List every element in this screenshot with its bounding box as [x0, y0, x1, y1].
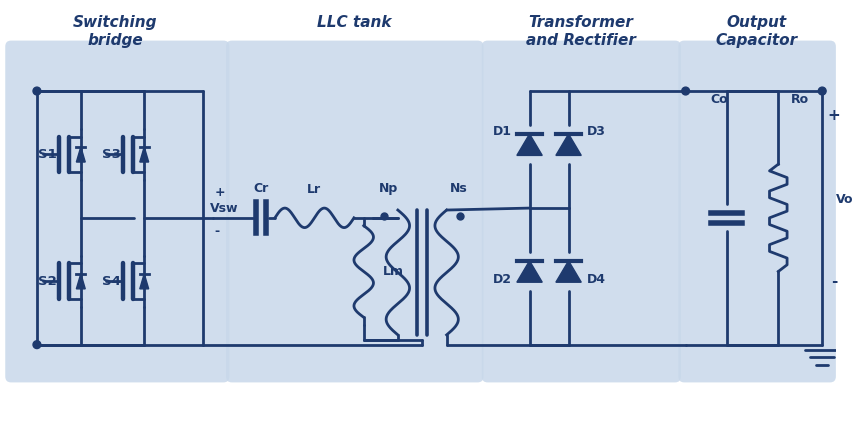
- Text: Switching
bridge: Switching bridge: [73, 16, 157, 48]
- Circle shape: [817, 87, 825, 95]
- Text: Ns: Ns: [449, 182, 467, 195]
- Polygon shape: [516, 261, 542, 282]
- FancyBboxPatch shape: [5, 41, 229, 382]
- FancyBboxPatch shape: [677, 41, 835, 382]
- Polygon shape: [516, 134, 542, 155]
- Text: Ro: Ro: [790, 93, 808, 106]
- Circle shape: [33, 341, 41, 349]
- Text: Transformer
and Rectifier: Transformer and Rectifier: [525, 16, 635, 48]
- Circle shape: [681, 87, 688, 95]
- Text: S1: S1: [38, 148, 57, 161]
- FancyBboxPatch shape: [226, 41, 483, 382]
- Text: +: +: [214, 187, 225, 199]
- Polygon shape: [140, 274, 148, 289]
- Polygon shape: [140, 147, 148, 162]
- Text: Co: Co: [709, 93, 727, 106]
- Text: +: +: [827, 108, 839, 123]
- Text: -: -: [214, 225, 219, 239]
- Polygon shape: [76, 147, 85, 162]
- Text: S4: S4: [102, 275, 120, 288]
- Text: Cr: Cr: [253, 181, 269, 195]
- Text: D4: D4: [586, 273, 605, 286]
- Circle shape: [33, 87, 41, 95]
- Polygon shape: [555, 261, 581, 282]
- Polygon shape: [555, 134, 581, 155]
- Text: D3: D3: [586, 125, 605, 138]
- Text: S2: S2: [38, 275, 57, 288]
- Text: Np: Np: [378, 182, 397, 195]
- Text: S3: S3: [102, 148, 120, 161]
- Text: Vsw: Vsw: [209, 202, 238, 215]
- Text: LLC tank: LLC tank: [316, 16, 392, 30]
- Text: D2: D2: [492, 273, 511, 286]
- FancyBboxPatch shape: [481, 41, 680, 382]
- Text: Output
Capacitor: Output Capacitor: [715, 16, 797, 48]
- Text: Vo: Vo: [835, 193, 852, 206]
- Text: -: -: [830, 274, 836, 289]
- Text: D1: D1: [492, 125, 511, 138]
- Text: Lr: Lr: [306, 184, 321, 196]
- Polygon shape: [76, 274, 85, 289]
- Text: Lm: Lm: [383, 265, 403, 278]
